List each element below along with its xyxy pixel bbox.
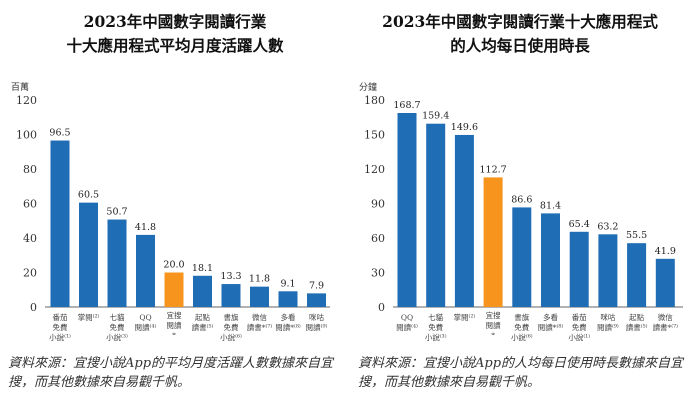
y-tick-label: 120 (364, 163, 385, 176)
x-tick-label: 起點讀書⁽⁵⁾ (626, 312, 648, 332)
x-tick-label: 多看閱讀*⁽⁸⁾ (275, 312, 301, 332)
data-label: 112.7 (479, 164, 506, 175)
data-label: 159.4 (422, 111, 449, 122)
bar (50, 140, 70, 307)
data-label: 11.8 (249, 274, 270, 285)
bar (655, 258, 675, 307)
data-label: 18.1 (192, 263, 213, 274)
bar (397, 112, 417, 308)
highlight-bar (164, 272, 184, 307)
chart1-source: 資料來源：宜搜小說App的平均月度活躍人數數據來自宜搜，而其他數據來自易觀千帆。 (8, 356, 334, 390)
x-tick-label: 咪咕閱讀⁽⁹⁾ (306, 312, 328, 332)
bar (250, 286, 269, 307)
x-tick-label: 掌閱⁽²⁾ (454, 312, 476, 322)
data-label: 168.7 (393, 100, 420, 111)
data-label: 41.9 (655, 246, 676, 257)
y-tick-label: 20 (23, 267, 37, 280)
y-tick-label: 60 (23, 198, 37, 211)
y-tick-label: 0 (30, 301, 37, 314)
y-unit-label: 百萬 (11, 81, 29, 93)
bar (627, 243, 647, 307)
y-tick-label: 0 (378, 301, 385, 314)
data-label: 65.4 (569, 219, 590, 230)
x-tick-label: 七貓免費小說⁽³⁾ (425, 312, 447, 342)
data-label: 55.5 (626, 230, 647, 241)
x-tick-label: 番茄免費小說⁽¹⁾ (49, 312, 71, 342)
bar (512, 207, 532, 307)
x-tick-label: 微信讀書*⁽⁷⁾ (653, 312, 679, 332)
x-tick-label-highlight: 宜搜閱讀* (166, 311, 182, 335)
bar (454, 134, 474, 307)
data-label: 20.0 (163, 260, 184, 271)
x-tick-label: 書旗免費小說⁽⁶⁾ (220, 312, 242, 342)
bar (598, 234, 618, 307)
data-label: 149.6 (451, 122, 478, 133)
x-tick-label: 七貓免費小說⁽³⁾ (106, 312, 128, 342)
bar (193, 275, 212, 307)
y-tick-label: 60 (371, 232, 385, 245)
data-label: 13.3 (220, 271, 241, 282)
x-tick-label: 咪咕閱讀⁽⁹⁾ (597, 312, 619, 332)
highlight-label-wrap: 宜搜閱讀* (166, 311, 182, 335)
bar (541, 213, 560, 307)
y-unit-label: 分鐘 (359, 81, 377, 93)
highlight-label-wrap: 宜搜閱讀* (485, 311, 501, 335)
data-label: 86.6 (511, 194, 532, 205)
data-label: 63.2 (597, 221, 618, 232)
data-label: 81.4 (540, 200, 561, 211)
y-tick-label: 30 (371, 267, 385, 280)
x-tick-label: QQ 閱讀⁽⁴⁾ (135, 313, 157, 332)
data-label: 41.8 (135, 222, 156, 233)
bar (221, 284, 241, 307)
bar (107, 219, 127, 307)
x-tick-label: 掌閱⁽²⁾ (78, 312, 100, 322)
y-tick-label: 100 (16, 129, 37, 142)
highlight-bar (483, 177, 503, 307)
bar (569, 231, 589, 307)
bar (278, 291, 298, 307)
data-label: 60.5 (78, 190, 99, 201)
y-tick-label: 180 (364, 94, 385, 107)
chart2-source: 資料來源：宜搜小說App的人均每日使用時長數據來自宜搜，而其他數據來自易觀千帆。 (358, 356, 684, 390)
bar (426, 123, 446, 307)
y-tick-label: 120 (16, 94, 37, 107)
y-tick-label: 90 (371, 198, 385, 211)
chart2-title: 2023年中國數字閱讀行業十大應用程式 的人均每日使用時長 (382, 12, 658, 55)
data-label: 9.1 (280, 278, 295, 289)
x-tick-label-highlight: 宜搜閱讀* (485, 311, 501, 335)
data-label: 96.5 (49, 128, 70, 139)
bar (79, 202, 98, 307)
y-tick-label: 80 (23, 163, 37, 176)
bar (307, 293, 326, 307)
y-tick-label: 150 (364, 129, 385, 142)
x-tick-label: 書旗免費小說⁽⁶⁾ (511, 312, 533, 342)
x-tick-label: QQ 閱讀⁽⁴⁾ (396, 313, 418, 332)
chart1-title: 2023年中國數字閱讀行業 十大應用程式平均月度活躍人數 (66, 12, 284, 55)
bar (136, 234, 155, 307)
x-tick-label: 起點讀書⁽⁵⁾ (192, 312, 214, 332)
data-label: 50.7 (106, 207, 127, 218)
x-tick-label: 多看閱讀*⁽⁸⁾ (538, 312, 564, 332)
y-tick-label: 40 (23, 232, 37, 245)
x-tick-label: 番茄免費小說⁽¹⁾ (568, 312, 590, 342)
data-label: 7.9 (309, 280, 324, 291)
x-tick-label: 微信讀書*⁽⁷⁾ (247, 312, 273, 332)
